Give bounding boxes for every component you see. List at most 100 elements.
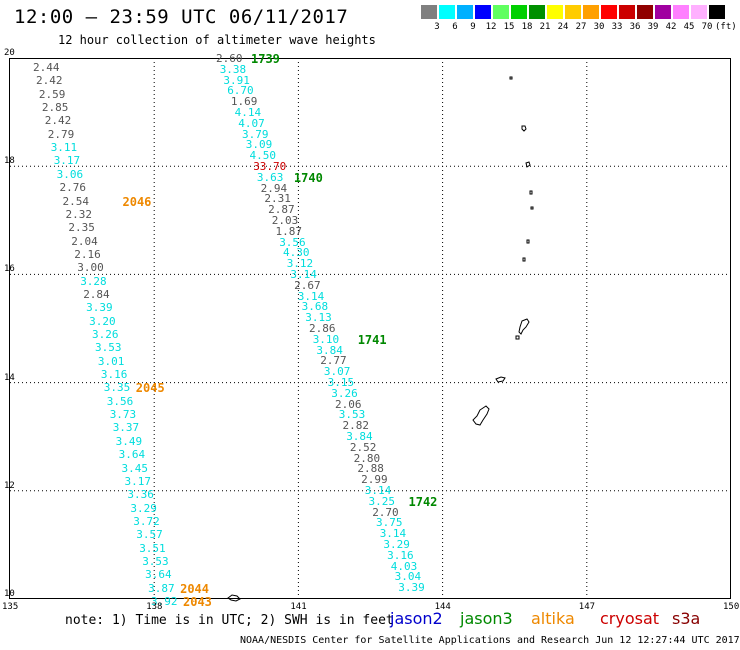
wave-height-label: 3.37 [112, 421, 140, 435]
wave-height-label: 3.53 [142, 555, 169, 568]
map-title: 12:00 – 23:59 UTC 06/11/2017 [14, 6, 349, 28]
color-scale-label: 3 [434, 22, 440, 32]
color-scale-swatch [529, 5, 545, 19]
wave-height-label: 3.14 [290, 268, 317, 281]
color-scale-swatch [457, 5, 473, 19]
wave-height-label: 2.82 [342, 419, 370, 433]
wave-height-label: 2.80 [353, 451, 381, 465]
wave-height-label: 2.84 [83, 287, 110, 301]
wave-height-label: 3.68 [301, 300, 329, 314]
pass-time-label: 1742 [408, 494, 438, 509]
wave-height-label: 3.29 [383, 538, 410, 551]
color-scale-swatch [691, 5, 707, 19]
wave-height-label: 3.16 [100, 368, 128, 382]
wave-height-label: 4.03 [390, 559, 418, 573]
wave-height-label: 4.50 [249, 149, 277, 163]
wave-height-label: 3.26 [331, 386, 358, 400]
wave-height-label: 33.70 [253, 160, 287, 173]
wave-height-label: 6.70 [227, 84, 254, 98]
wave-height-label: 3.57 [136, 528, 163, 542]
satellite-legend-jason3: jason3 [460, 609, 513, 628]
latitude-label: 20 [4, 48, 15, 58]
wave-height-label: 3.73 [109, 408, 137, 422]
wave-height-label: 3.14 [297, 289, 325, 303]
wave-height-label: 3.79 [242, 127, 269, 141]
wave-height-label: 3.56 [106, 394, 134, 408]
color-scale-swatch [673, 5, 689, 19]
wave-height-label: 4.30 [283, 246, 310, 260]
footer-note: note: 1) Time is in UTC; 2) SWH is in fe… [65, 613, 394, 628]
color-scale-swatch [619, 5, 635, 19]
color-scale-label: 12 [485, 22, 497, 32]
island-outline [472, 405, 490, 426]
wave-height-label: 3.64 [118, 448, 146, 462]
island-outline [521, 125, 527, 132]
wave-height-label: 2.85 [41, 101, 69, 114]
color-scale-swatch [709, 5, 725, 19]
wave-height-label: 3.25 [368, 494, 396, 508]
color-scale-label: 70 [701, 22, 713, 32]
wave-height-label: 2.67 [294, 278, 321, 292]
color-scale-swatch [637, 5, 653, 19]
wave-height-label: 2.52 [349, 440, 377, 454]
island-outline [515, 335, 520, 340]
map-subtitle: 12 hour collection of altimeter wave hei… [58, 33, 376, 47]
wave-height-label: 3.38 [219, 62, 247, 76]
wave-height-label: 3.87 [148, 581, 175, 595]
wave-height-label: 3.06 [56, 167, 84, 181]
color-scale-swatch [655, 5, 671, 19]
pass-time-label: 2045 [135, 381, 165, 396]
island-outline [525, 161, 531, 168]
color-scale-swatch [565, 5, 581, 19]
color-scale-swatch [439, 5, 455, 19]
longitude-label: 144 [434, 602, 451, 612]
island-outline [495, 376, 506, 383]
wave-height-label: 3.07 [323, 365, 351, 379]
wave-height-label: 3.09 [245, 138, 273, 152]
wave-height-label: 3.64 [145, 568, 172, 582]
wave-height-label: 3.84 [346, 430, 373, 443]
wave-height-label: 3.45 [121, 461, 149, 475]
wave-height-label: 3.49 [115, 434, 143, 448]
island-outline [227, 594, 241, 602]
wave-height-label: 2.54 [62, 194, 90, 208]
wave-height-label: 3.10 [312, 332, 340, 346]
wave-height-label: 3.11 [50, 141, 78, 155]
wave-height-label: 3.91 [223, 73, 250, 87]
wave-height-label: 3.39 [86, 301, 113, 315]
wave-height-label: 2.87 [268, 203, 295, 217]
wave-height-label: 3.17 [124, 474, 152, 488]
wave-height-label: 4.07 [238, 116, 265, 130]
wave-height-label: 3.28 [80, 274, 107, 288]
island-outline [526, 239, 530, 244]
wave-height-label: 1.87 [275, 224, 303, 238]
wave-height-label: 3.01 [97, 354, 125, 368]
longitude-label: 150 [723, 602, 740, 612]
wave-height-label: 3.15 [327, 376, 355, 389]
island-outline [518, 318, 530, 335]
wave-height-label: 3.17 [53, 154, 81, 168]
color-scale-label: 39 [647, 22, 659, 32]
color-scale-swatch [583, 5, 599, 19]
color-scale-swatch [475, 5, 491, 19]
wave-height-label: 3.35 [103, 381, 131, 395]
wave-height-label: 3.26 [92, 328, 119, 341]
color-scale-label: 30 [593, 22, 605, 32]
wave-height-label: 3.75 [376, 516, 403, 530]
satellite-legend-s3a: s3a [672, 609, 701, 628]
wave-height-label: 3.72 [133, 514, 160, 528]
wave-height-label: 2.16 [74, 247, 101, 261]
pass-time-label: 1740 [293, 170, 323, 185]
wave-height-label: 2.44 [33, 61, 60, 74]
color-scale-label: 21 [539, 22, 551, 32]
island-outline [530, 206, 534, 210]
island-outline [522, 257, 526, 262]
color-scale-swatch [547, 5, 563, 19]
island-outline [509, 76, 513, 80]
credit-line: NOAA/NESDIS Center for Satellite Applica… [240, 635, 740, 646]
wave-height-label: 2.04 [71, 234, 98, 248]
wave-height-label: 2.60 [216, 52, 243, 65]
latitude-label: 18 [4, 156, 15, 167]
wave-height-label: 2.06 [335, 397, 362, 411]
satellite-legend-cryosat: cryosat [600, 609, 660, 628]
